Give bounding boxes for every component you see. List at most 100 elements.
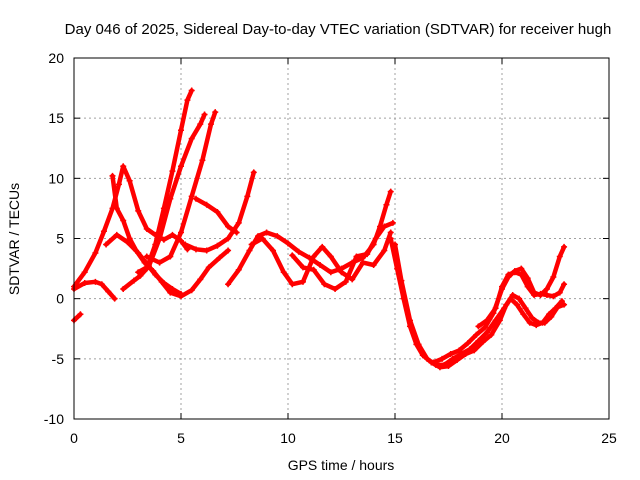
data-point <box>100 228 107 235</box>
plot-frame <box>73 57 610 420</box>
data-point <box>92 249 99 256</box>
data-point <box>387 229 394 236</box>
data-point <box>321 281 328 288</box>
data-point <box>507 295 514 302</box>
data-point <box>492 317 499 324</box>
data-point <box>430 359 437 366</box>
data-point <box>184 97 191 104</box>
data-point <box>225 281 232 288</box>
data-point <box>192 246 199 253</box>
series-trace-9 <box>182 169 257 254</box>
x-tick-label: 20 <box>494 430 510 446</box>
data-point <box>178 127 184 134</box>
data-point <box>424 355 431 362</box>
data-point <box>381 247 388 254</box>
data-point <box>484 317 491 324</box>
data-point <box>133 247 140 254</box>
data-point <box>216 254 223 261</box>
data-point <box>349 276 356 283</box>
series-trace-13 <box>289 219 396 293</box>
x-tick-label: 5 <box>177 430 185 446</box>
data-point <box>158 278 165 285</box>
data-point <box>81 280 88 287</box>
series-trace-15 <box>392 241 565 368</box>
data-point <box>464 340 471 347</box>
series-trace-7 <box>135 111 208 276</box>
data-point <box>484 329 491 336</box>
data-point <box>289 281 296 288</box>
data-point <box>543 292 550 299</box>
data-point <box>561 281 568 288</box>
y-tick-labels: -10 -5 0 5 10 15 20 <box>44 50 64 427</box>
data-point <box>113 231 120 238</box>
data-point <box>370 261 377 268</box>
data-point <box>197 276 204 283</box>
data-point <box>178 163 184 170</box>
data-point <box>518 271 525 278</box>
data-point <box>441 361 448 368</box>
data-point <box>447 351 454 358</box>
data-point <box>543 286 550 293</box>
x-tick-label: 0 <box>70 430 78 446</box>
data-point <box>310 253 317 260</box>
y-tick-label: 15 <box>48 110 64 126</box>
data-point <box>225 235 232 242</box>
data-point <box>338 269 345 276</box>
data-point <box>556 253 563 260</box>
data-point <box>135 269 142 276</box>
data-point <box>259 235 266 242</box>
data-point <box>471 347 478 354</box>
data-point <box>458 351 465 358</box>
data-point <box>364 251 371 258</box>
data-point <box>456 347 463 354</box>
data-point <box>109 172 116 179</box>
data-point <box>327 269 334 276</box>
data-point <box>381 223 388 230</box>
data-point <box>561 243 568 250</box>
data-point <box>317 261 324 268</box>
data-point <box>167 289 174 296</box>
data-point <box>516 295 523 302</box>
series-line <box>135 112 207 275</box>
y-tick-label: 0 <box>56 291 64 307</box>
data-point <box>289 252 296 259</box>
data-point <box>250 169 257 176</box>
data-point <box>255 233 262 240</box>
data-point <box>201 111 208 118</box>
y-tick-label: 5 <box>56 231 64 247</box>
data-point <box>310 266 317 273</box>
data-point <box>214 242 221 249</box>
data-point <box>501 305 508 312</box>
data-point <box>274 233 281 240</box>
data-point <box>248 241 255 248</box>
x-axis-title: GPS time / hours <box>288 457 395 473</box>
data-point <box>475 323 482 330</box>
data-series <box>71 87 568 371</box>
data-point <box>531 292 538 299</box>
data-point <box>178 293 184 300</box>
data-point <box>561 301 568 308</box>
data-point <box>473 331 480 338</box>
data-point <box>178 229 184 236</box>
data-point <box>126 177 133 184</box>
data-point <box>499 283 505 290</box>
data-point <box>182 241 189 248</box>
data-point <box>299 264 306 271</box>
data-point <box>479 338 486 345</box>
data-point <box>135 207 142 214</box>
data-point <box>233 229 240 236</box>
data-point <box>203 201 210 208</box>
data-point <box>387 235 394 242</box>
data-point <box>359 259 366 266</box>
data-point <box>406 317 413 324</box>
y-tick-label: -5 <box>52 351 65 367</box>
data-point <box>235 219 242 226</box>
data-point <box>160 236 167 243</box>
data-point <box>552 305 559 312</box>
data-point <box>246 247 253 254</box>
data-point <box>449 355 456 362</box>
data-point <box>143 225 150 232</box>
data-point <box>270 247 277 254</box>
